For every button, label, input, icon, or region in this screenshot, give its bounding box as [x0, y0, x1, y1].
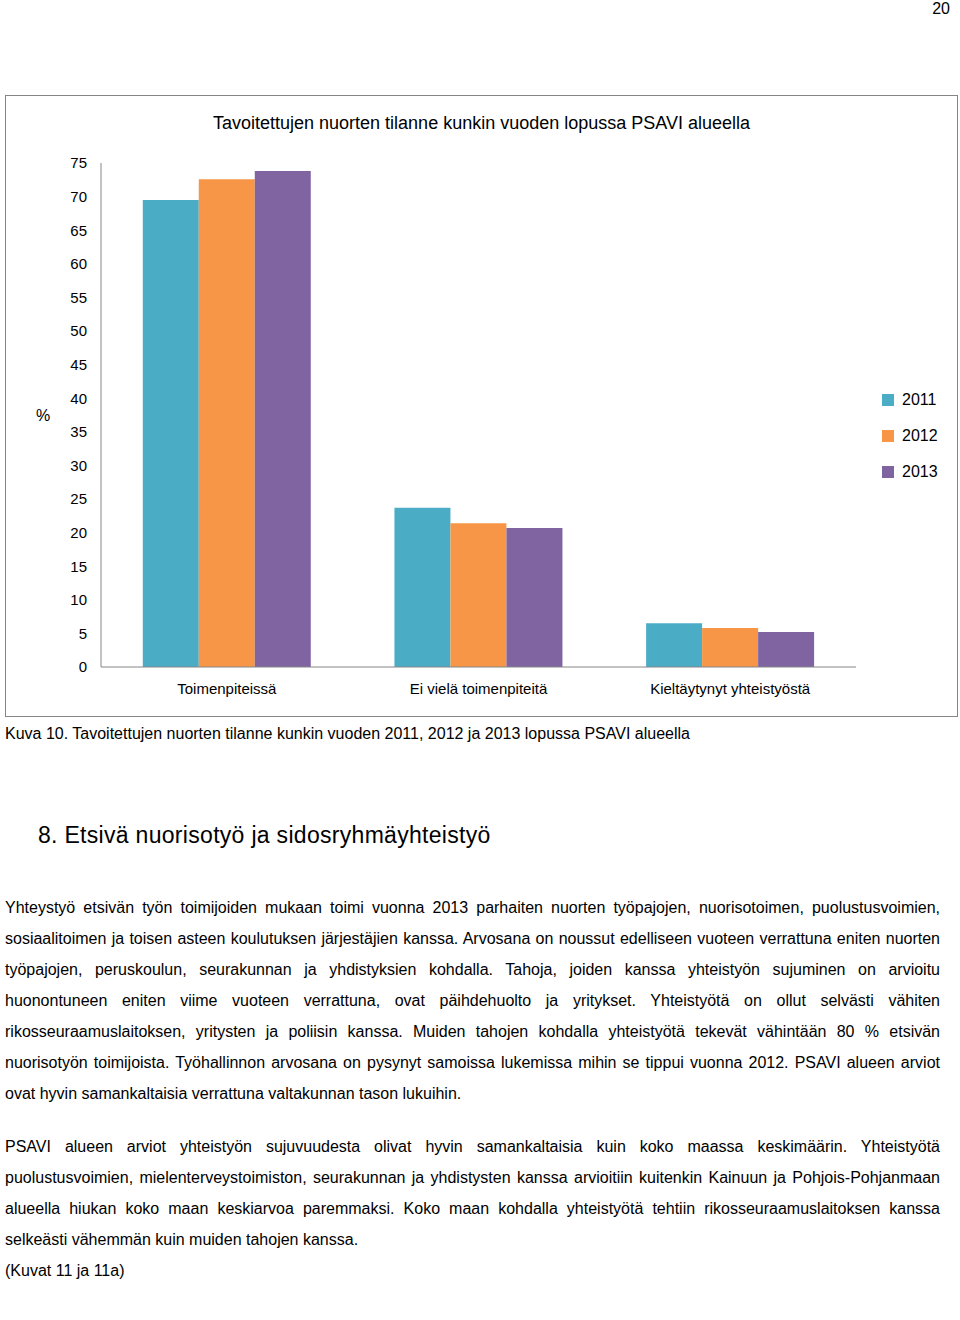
html-text:(Kuvat 11 ja 11a): (Kuvat 11 ja 11a): [5, 1262, 125, 1279]
html-text:2011: 2011: [902, 391, 937, 408]
html-text:2013: 2013: [902, 463, 938, 480]
html-text:PSAVI alueen arviot yhteistyön: PSAVI alueen arviot yhteistyön sujuvuude…: [5, 1138, 940, 1248]
html-text:2012: 2012: [902, 427, 938, 444]
html-text:Tavoitettujen nuorten tilanne: Tavoitettujen nuorten tilanne kunkin vuo…: [213, 113, 750, 133]
html-text:8. Etsivä nuorisotyö ja sidosr: 8. Etsivä nuorisotyö ja sidosryhmäyhteis…: [38, 822, 491, 848]
html-text:Kuva 10. Tavoitettujen nuorten: Kuva 10. Tavoitettujen nuorten tilanne k…: [5, 725, 690, 742]
svg-text:50: 50: [70, 322, 87, 339]
svg-text:55: 55: [70, 289, 87, 306]
svg-text:25: 25: [70, 490, 87, 507]
svg-text:5: 5: [79, 625, 87, 642]
svg-text:30: 30: [70, 457, 87, 474]
svg-text:10: 10: [70, 591, 87, 608]
svg-text:40: 40: [70, 390, 87, 407]
svg-text:Ei vielä toimenpiteitä: Ei vielä toimenpiteitä: [410, 680, 548, 697]
svg-text:20: 20: [70, 524, 87, 541]
svg-text:0: 0: [79, 658, 87, 675]
svg-text:75: 75: [70, 154, 87, 171]
svg-text:65: 65: [70, 222, 87, 239]
svg-text:60: 60: [70, 255, 87, 272]
html-text:Yhteystyö etsivän työn toimijo: Yhteystyö etsivän työn toimijoiden mukaa…: [5, 899, 940, 1102]
svg-text:Kieltäytynyt yhteistyöstä: Kieltäytynyt yhteistyöstä: [650, 680, 811, 697]
svg-text:15: 15: [70, 558, 87, 575]
svg-text:45: 45: [70, 356, 87, 373]
svg-text:Toimenpiteissä: Toimenpiteissä: [177, 680, 277, 697]
html-text:20: 20: [932, 0, 950, 17]
svg-text:%: %: [36, 407, 50, 424]
svg-text:35: 35: [70, 423, 87, 440]
svg-text:70: 70: [70, 188, 87, 205]
